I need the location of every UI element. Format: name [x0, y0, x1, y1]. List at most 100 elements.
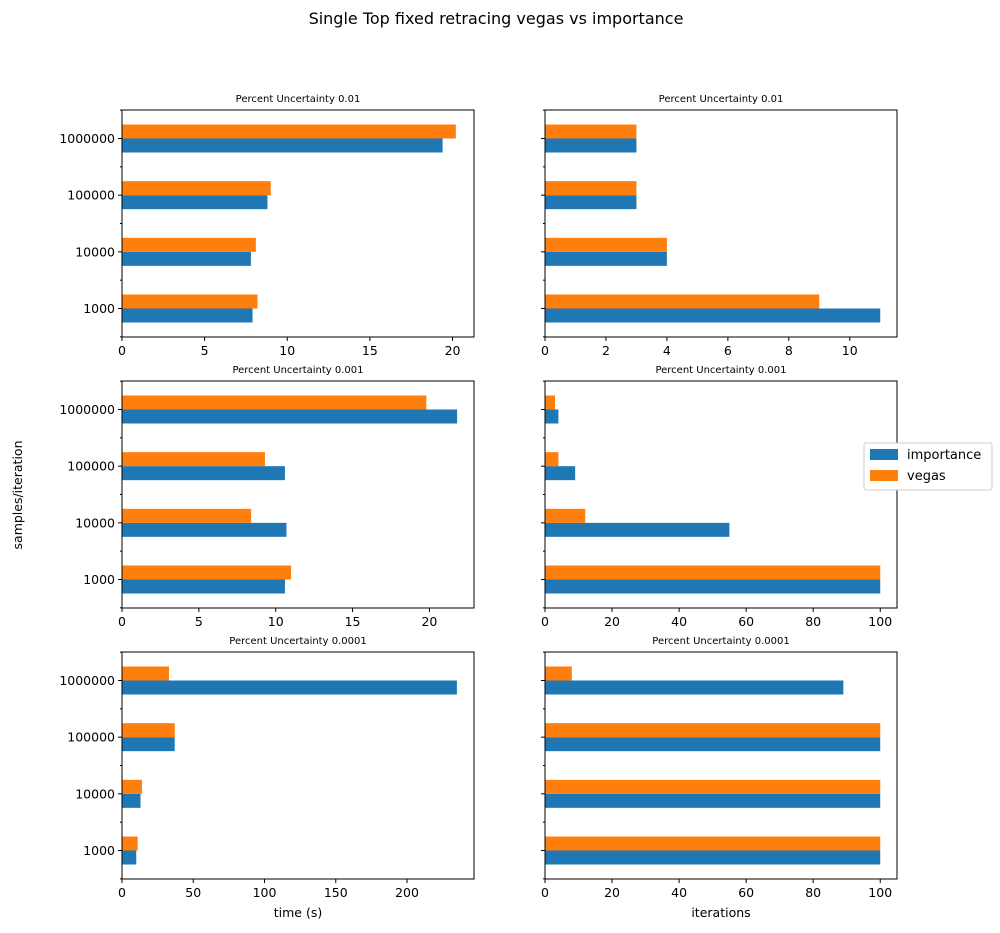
subplot-title: Percent Uncertainty 0.0001: [229, 636, 366, 647]
y-tick-label: 1000000: [59, 131, 115, 146]
bar-vegas-100000: [545, 723, 881, 738]
subplot-5: Percent Uncertainty 0.0001 0 50 100 150 200 10…: [59, 636, 475, 920]
bar-importance-1000000: [545, 409, 559, 424]
bar-importance-1000: [122, 308, 253, 323]
subplot-title: Percent Uncertainty 0.01: [659, 94, 784, 105]
x-tick-label: 20: [604, 885, 620, 900]
legend-swatch-vegas: [870, 470, 898, 481]
y-tick-label: 1000: [83, 572, 115, 587]
bar-vegas-1000: [122, 836, 138, 851]
bar-importance-100000: [122, 466, 285, 481]
y-tick-label: 100000: [67, 730, 115, 745]
figure-title: Single Top fixed retracing vegas vs impo…: [309, 9, 684, 28]
y-tick-label: 10000: [75, 786, 115, 801]
y-tick-label: 1000000: [59, 673, 115, 688]
y-tick-label: 1000: [83, 843, 115, 858]
y-tick-label: 1000000: [59, 402, 115, 417]
bar-vegas-10000: [545, 779, 881, 794]
subplot-3: Percent Uncertainty 0.001 0 5 10 15 20 1000 100…: [59, 365, 475, 629]
x-tick-label: 40: [671, 885, 687, 900]
x-tick-label: 10: [268, 614, 284, 629]
bar-vegas-1000000: [545, 666, 572, 681]
bar-importance-1000000: [545, 680, 844, 695]
x-tick-label: 0: [118, 614, 126, 629]
bar-vegas-10000: [122, 237, 256, 252]
subplot-2: Percent Uncertainty 0.01 0 2 4 6 8 10: [541, 94, 898, 358]
bar-vegas-10000: [122, 508, 252, 523]
bar-importance-1000: [122, 850, 137, 865]
bar-vegas-1000000: [122, 395, 427, 410]
x-tick-label: 5: [201, 343, 209, 358]
bar-vegas-1000: [545, 836, 881, 851]
x-tick-label: 50: [185, 885, 201, 900]
x-tick-label: 200: [395, 885, 419, 900]
x-tick-label: 8: [785, 343, 793, 358]
y-tick-label: 100000: [67, 188, 115, 203]
subplot-1: Percent Uncertainty 0.01 0 5 10 15 20 1000 1000…: [59, 94, 475, 358]
x-tick-label: 0: [118, 885, 126, 900]
subplot-6: Percent Uncertainty 0.0001 0 20 40 60 80 100 it…: [541, 636, 898, 920]
x-tick-label: 100: [868, 614, 892, 629]
x-axis-label: iterations: [691, 905, 750, 920]
x-tick-label: 15: [345, 614, 361, 629]
bar-importance-100000: [122, 737, 175, 752]
x-tick-label: 15: [362, 343, 378, 358]
bar-vegas-1000000: [545, 395, 556, 410]
bar-importance-1000000: [122, 409, 458, 424]
subplot-title: Percent Uncertainty 0.001: [232, 365, 363, 376]
bar-vegas-1000000: [122, 124, 456, 139]
bar-importance-10000: [545, 793, 881, 808]
legend-label-vegas: vegas: [907, 469, 946, 484]
figure-ylabel: samples/iteration: [10, 441, 25, 550]
bar-importance-1000: [545, 850, 881, 865]
y-tick-label: 10000: [75, 515, 115, 530]
x-tick-label: 100: [253, 885, 277, 900]
bar-importance-1000: [122, 579, 285, 594]
x-tick-label: 10: [279, 343, 295, 358]
legend-label-importance: importance: [907, 448, 981, 463]
x-tick-label: 80: [805, 885, 821, 900]
x-tick-label: 20: [445, 343, 461, 358]
x-tick-label: 20: [604, 614, 620, 629]
bar-vegas-100000: [122, 181, 271, 196]
bar-importance-10000: [122, 793, 141, 808]
bar-vegas-1000: [545, 294, 820, 309]
bar-vegas-100000: [545, 452, 559, 467]
bar-importance-1000: [545, 308, 881, 323]
bar-vegas-100000: [545, 181, 637, 196]
bar-importance-10000: [122, 251, 251, 266]
bar-importance-100000: [122, 195, 268, 210]
bar-vegas-1000: [545, 565, 881, 580]
bar-vegas-10000: [545, 237, 667, 252]
x-tick-label: 60: [738, 885, 754, 900]
bar-importance-1000000: [545, 138, 637, 153]
subplot-title: Percent Uncertainty 0.01: [236, 94, 361, 105]
x-tick-label: 6: [724, 343, 732, 358]
y-tick-label: 1000: [83, 301, 115, 316]
x-tick-label: 40: [671, 614, 687, 629]
bar-importance-10000: [545, 251, 667, 266]
x-tick-label: 20: [421, 614, 437, 629]
bar-vegas-100000: [122, 723, 175, 738]
subplot-title: Percent Uncertainty 0.001: [655, 365, 786, 376]
x-axis-label: time (s): [274, 905, 322, 920]
x-tick-label: 0: [541, 614, 549, 629]
x-tick-label: 0: [118, 343, 126, 358]
bar-importance-1000000: [122, 138, 443, 153]
y-tick-label: 100000: [67, 459, 115, 474]
bar-vegas-1000000: [545, 124, 637, 139]
legend: importance vegas: [863, 442, 993, 491]
x-tick-label: 80: [805, 614, 821, 629]
x-tick-label: 0: [541, 343, 549, 358]
bar-vegas-1000: [122, 294, 258, 309]
bar-vegas-1000: [122, 565, 292, 580]
bar-importance-10000: [122, 522, 287, 537]
x-tick-label: 10: [842, 343, 858, 358]
x-tick-label: 100: [868, 885, 892, 900]
bar-importance-1000000: [122, 680, 457, 695]
bar-vegas-10000: [122, 779, 142, 794]
subplot-title: Percent Uncertainty 0.0001: [652, 636, 789, 647]
bar-importance-100000: [545, 195, 637, 210]
x-tick-label: 2: [602, 343, 610, 358]
